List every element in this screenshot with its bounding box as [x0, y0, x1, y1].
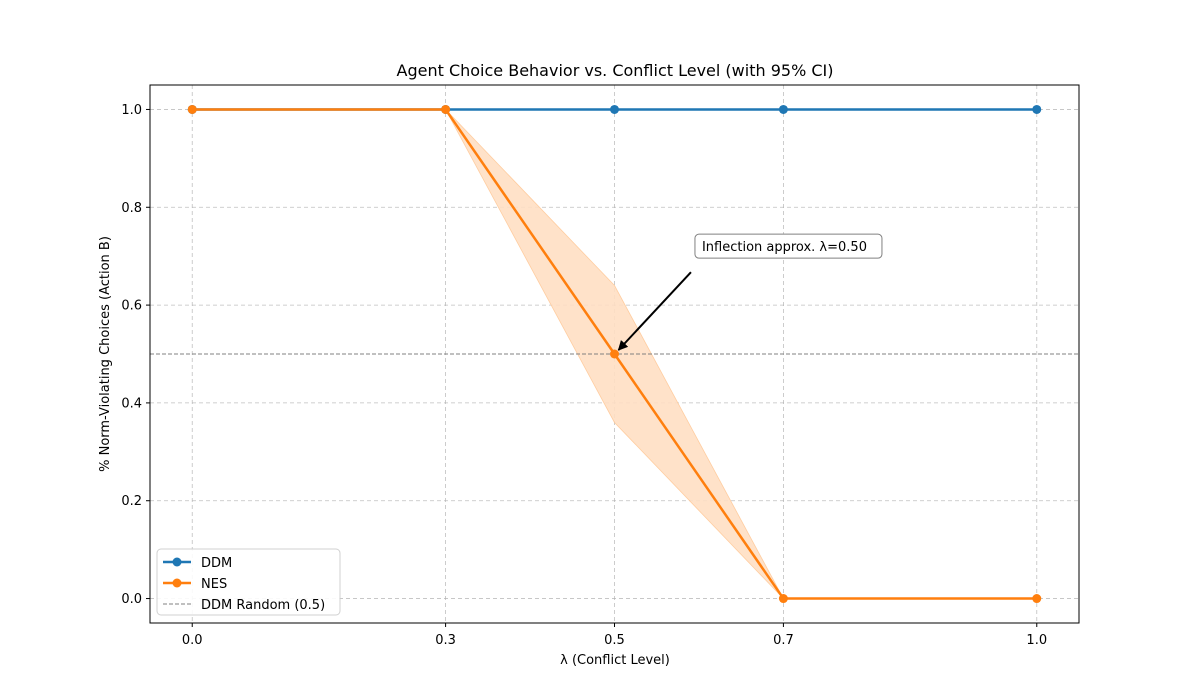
chart-title: Agent Choice Behavior vs. Conflict Level… — [397, 61, 834, 80]
legend-label: DDM — [201, 556, 232, 571]
legend-entry-2: DDM Random (0.5) — [163, 598, 325, 613]
annotation-arrow — [617, 271, 692, 351]
annotation-box — [694, 233, 883, 259]
series-layer — [187, 104, 1042, 604]
nes-point — [610, 349, 619, 359]
y-tick-label: 0.2 — [121, 494, 142, 509]
nes-point — [1032, 594, 1042, 604]
y-tick-label: 0.0 — [121, 592, 142, 607]
legend-marker — [172, 557, 182, 567]
y-axis-ticks: 0.0 0.2 0.4 0.6 0.8 1.0 — [121, 103, 150, 607]
legend-box — [156, 548, 341, 616]
ddm-point — [778, 104, 788, 114]
series-nes — [187, 104, 1042, 604]
nes-point — [441, 104, 451, 114]
x-tick-label: 0.5 — [604, 633, 625, 648]
nes-point — [187, 104, 197, 114]
legend-label: DDM Random (0.5) — [201, 598, 325, 613]
nes-point — [778, 594, 788, 604]
y-axis-label: % Norm-Violating Choices (Action B) — [98, 236, 113, 472]
x-tick-label: 0.3 — [435, 633, 456, 648]
x-tick-label: 0.7 — [773, 633, 794, 648]
legend-entry-0: DDM — [163, 556, 232, 571]
x-axis-ticks: 0.0 0.3 0.5 0.7 1.0 — [182, 623, 1047, 648]
y-tick-label: 0.4 — [121, 396, 142, 411]
inflection-annotation: Inflection approx. λ=0.50 — [617, 233, 883, 351]
x-axis-label: λ (Conflict Level) — [560, 653, 670, 668]
ddm-point — [1032, 104, 1042, 114]
ddm-point — [610, 104, 619, 114]
y-tick-label: 1.0 — [121, 103, 142, 118]
x-tick-label: 1.0 — [1026, 633, 1047, 648]
legend: DDM NES DDM Random (0.5) — [156, 548, 341, 616]
y-tick-label: 0.6 — [121, 299, 142, 314]
legend-marker — [172, 578, 182, 588]
y-tick-label: 0.8 — [121, 201, 142, 216]
legend-label: NES — [201, 577, 227, 592]
legend-entry-1: NES — [163, 577, 227, 592]
x-tick-label: 0.0 — [182, 633, 203, 648]
annotation-text: Inflection approx. λ=0.50 — [702, 240, 867, 255]
